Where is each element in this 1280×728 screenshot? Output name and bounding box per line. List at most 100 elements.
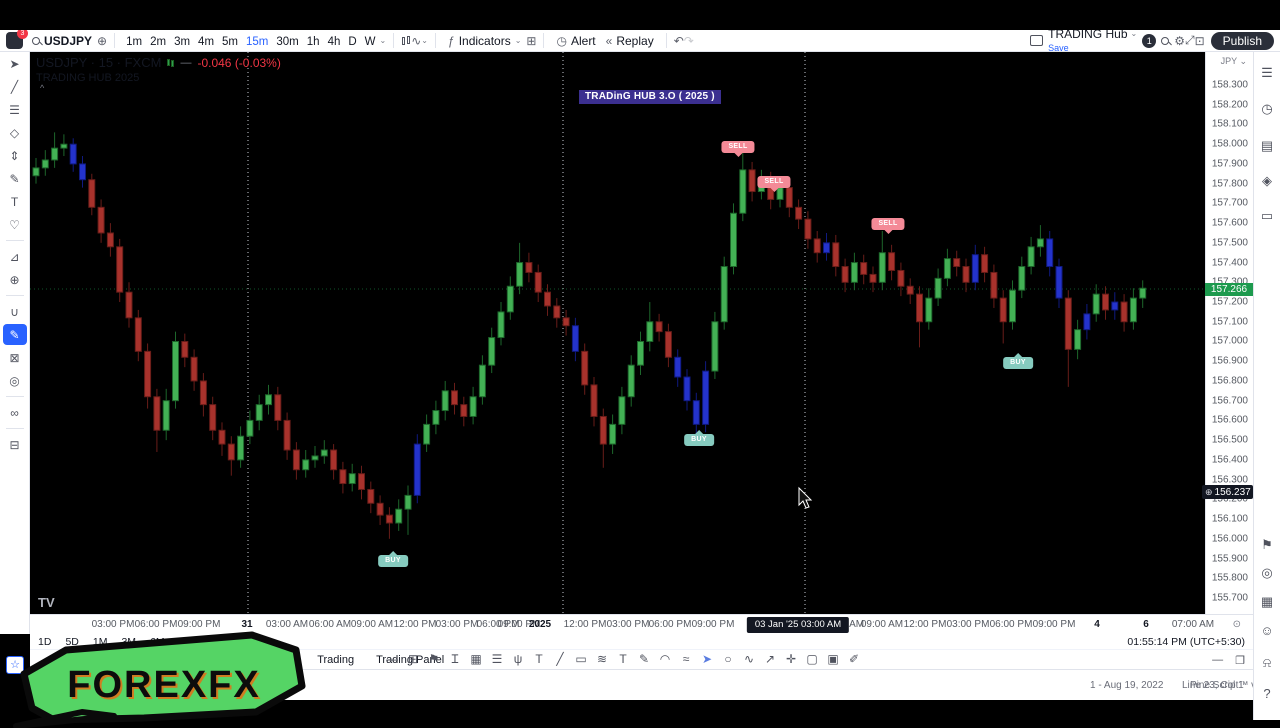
- position-tool-icon[interactable]: ⇕: [9, 148, 20, 163]
- trend-line-tool-icon[interactable]: ╱: [10, 79, 19, 94]
- chevron-down-icon[interactable]: ⌄: [379, 36, 387, 45]
- brush-tool-icon[interactable]: ✎: [9, 171, 20, 186]
- chevron-down-icon[interactable]: ⌄: [421, 36, 428, 45]
- quick-search-icon[interactable]: [1161, 36, 1170, 45]
- settings-gear-icon[interactable]: ⚙: [1174, 33, 1185, 48]
- alert-button[interactable]: ◷ Alert: [556, 33, 596, 48]
- legend-collapse-icon[interactable]: ^: [40, 83, 45, 93]
- timeframe-15m[interactable]: 15m: [246, 35, 269, 48]
- timeframe-3m[interactable]: 3m: [174, 35, 191, 48]
- chart-legend[interactable]: USDJPY · 15 · FXCM — -0.046 (-0.03%) TRA…: [36, 55, 281, 84]
- fib-retracement-tool-icon[interactable]: ☰: [9, 102, 20, 117]
- line-style-icon[interactable]: ∿: [411, 33, 422, 48]
- sync-tool-icon[interactable]: ≈: [682, 651, 690, 666]
- watchlist-panel-icon[interactable]: ☰: [1261, 65, 1273, 80]
- object-tree-panel-icon[interactable]: ◈: [1262, 173, 1272, 188]
- redo-icon[interactable]: ↷: [683, 33, 694, 48]
- rect-tool-icon[interactable]: ▢: [806, 651, 818, 666]
- symbol-search[interactable]: USDJPY: [27, 34, 97, 48]
- zoom-in-tool-icon[interactable]: ⊕: [9, 272, 20, 287]
- notifications-panel-icon[interactable]: ⍾: [1262, 655, 1272, 670]
- wave-tool-icon[interactable]: ∿: [743, 651, 755, 666]
- arrow-tool-icon[interactable]: ↗: [764, 651, 776, 666]
- anchored-table-tool-icon[interactable]: ⊞: [407, 651, 419, 666]
- range-6m[interactable]: 6M: [150, 635, 165, 648]
- replay-button[interactable]: « Replay: [605, 33, 654, 48]
- range-3m[interactable]: 3M: [121, 635, 137, 648]
- note-tool-icon[interactable]: T: [619, 651, 627, 666]
- indicators-button[interactable]: ƒ Indicators ⌄: [448, 33, 522, 48]
- time-axis[interactable]: ⊙ 03:00 PM 06:00 PM 09:00 PM 31 03:00 AM 06:0…: [30, 614, 1253, 634]
- drawing-mode-tool-icon[interactable]: ✎: [2, 324, 27, 345]
- volume-profile-tool-icon[interactable]: ψ: [513, 651, 523, 666]
- grid-layout-icon[interactable]: ⊞: [526, 33, 537, 48]
- image-tool-icon[interactable]: ▣: [827, 651, 839, 666]
- people-panel-icon[interactable]: ☺: [1260, 622, 1274, 638]
- compare-add-icon[interactable]: ⊕: [97, 33, 108, 48]
- flag-tool-icon[interactable]: ⚑: [428, 651, 440, 666]
- tab-trading[interactable]: Trading: [317, 653, 355, 666]
- timeframe-1m[interactable]: 1m: [126, 35, 143, 48]
- signature-tool-icon[interactable]: ✎: [638, 651, 650, 666]
- grid-tool-icon[interactable]: ▦: [470, 651, 482, 666]
- lock-drawings-tool-icon[interactable]: ⊠: [9, 350, 20, 365]
- timeframe-1h[interactable]: 1h: [306, 35, 320, 48]
- remove-drawings-tool-icon[interactable]: ⊟: [9, 437, 20, 452]
- layout-panel-icon[interactable]: [1030, 35, 1044, 46]
- minimize-icon[interactable]: —: [1212, 654, 1224, 666]
- timeframe-D[interactable]: D: [348, 35, 357, 48]
- publish-button[interactable]: Publish: [1210, 31, 1274, 50]
- cursor-tool-icon[interactable]: ➤: [9, 56, 20, 71]
- timeframe-4h[interactable]: 4h: [327, 35, 341, 48]
- favorites-star-icon[interactable]: ☆: [6, 656, 24, 674]
- timeframe-5m[interactable]: 5m: [222, 35, 239, 48]
- measure-tool-icon[interactable]: ―: [386, 651, 398, 666]
- alerts-panel-icon[interactable]: ◷: [1261, 101, 1273, 116]
- tab-stock-screener[interactable]: Stock Screener: [52, 653, 128, 666]
- price-axis[interactable]: JPY ⌄ 158.300 158.200 158.100 158.000 157.90…: [1205, 52, 1253, 614]
- range-5d[interactable]: 5D: [65, 635, 79, 648]
- fullscreen-icon[interactable]: ⤢: [1184, 33, 1195, 47]
- timeframe-30m[interactable]: 30m: [276, 35, 299, 48]
- range-1d[interactable]: 1D: [38, 635, 52, 648]
- sync-drawings-tool-icon[interactable]: ∞: [10, 405, 19, 420]
- paintbrush-tool-icon[interactable]: ✐: [848, 651, 860, 666]
- timeframe-W[interactable]: W: [364, 35, 376, 48]
- indicator-legend[interactable]: TRADING HUB 2025: [36, 72, 140, 84]
- pine-panel-icon[interactable]: ⚑: [1261, 537, 1273, 552]
- pattern-tool-icon[interactable]: ◇: [9, 125, 20, 140]
- session-clock[interactable]: 01:55:14 PM (UTC+5:30): [1127, 635, 1245, 648]
- range-ytd[interactable]: YTD: [178, 635, 200, 648]
- snapshot-camera-icon[interactable]: ⊡: [1194, 33, 1205, 48]
- chart-style-icon[interactable]: [401, 35, 411, 47]
- layout-name-button[interactable]: TRADING Hub ⌄ Save: [1043, 28, 1142, 53]
- emoji-tool-icon[interactable]: ♡: [9, 217, 20, 232]
- arc-tool-icon[interactable]: ◠: [659, 651, 671, 666]
- text-tool-icon[interactable]: T: [535, 651, 543, 666]
- trend-tool-icon[interactable]: ╱: [556, 651, 564, 666]
- text-tool-icon[interactable]: T: [10, 194, 19, 209]
- parallel-lines-tool-icon[interactable]: ☰: [491, 651, 503, 666]
- add-alert-plus-icon[interactable]: ⊕: [1205, 487, 1213, 498]
- ideas-panel-icon[interactable]: ◎: [1261, 565, 1273, 580]
- help-panel-icon[interactable]: ?: [1263, 685, 1271, 701]
- news-panel-icon[interactable]: ▤: [1260, 138, 1274, 153]
- chat-panel-icon[interactable]: ▭: [1260, 208, 1274, 223]
- callout-tool-icon[interactable]: ▭: [575, 651, 587, 666]
- ellipse-tool-icon[interactable]: ○: [724, 651, 732, 666]
- measure-tool-icon[interactable]: ⊿: [9, 249, 20, 264]
- restore-icon[interactable]: ❐: [1235, 654, 1245, 667]
- save-label[interactable]: Save: [1048, 42, 1069, 53]
- tradingview-menu-icon[interactable]: 3: [6, 28, 28, 49]
- magic-cursor-tool-icon[interactable]: ➤: [701, 651, 713, 666]
- legend-symbol[interactable]: USDJPY · 15 · FXCM: [36, 55, 162, 70]
- timeframe-4m[interactable]: 4m: [198, 35, 215, 48]
- range-1m[interactable]: 1M: [92, 635, 108, 648]
- anchored-text-tool-icon[interactable]: Ɪ: [451, 652, 459, 666]
- user-count-badge[interactable]: 1: [1142, 33, 1157, 48]
- calendar-panel-icon[interactable]: ▦: [1260, 594, 1274, 609]
- cross-tool-icon[interactable]: ✛: [785, 651, 797, 666]
- hide-drawings-tool-icon[interactable]: ◎: [9, 373, 20, 388]
- tab-trading-panel[interactable]: Trading Panel: [376, 653, 445, 666]
